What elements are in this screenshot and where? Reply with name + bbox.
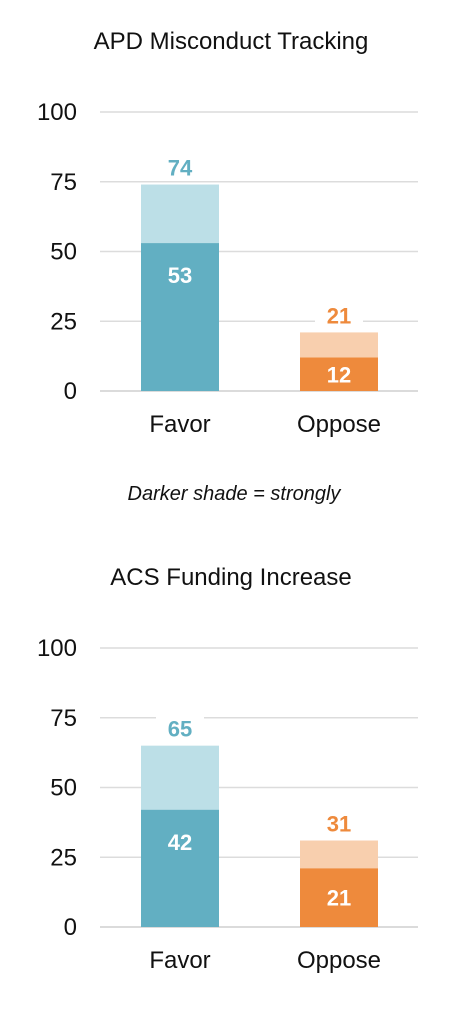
y-tick-label-100: 100 <box>37 635 77 662</box>
data-label-bg-favor <box>156 715 204 742</box>
chart-1-apd-misconduct-tracking: 0 25 50 75 100 74 53 Favor 21 12 Oppose <box>37 99 418 438</box>
bar-strong-favor <box>141 809 219 927</box>
y-tick-label-75: 75 <box>50 169 77 196</box>
data-label-bg-favor <box>156 154 204 181</box>
y-tick-label-25: 25 <box>50 308 77 335</box>
y-tick-label-25: 25 <box>50 844 77 871</box>
category-label-oppose: Oppose <box>297 411 381 438</box>
bar-strong-oppose <box>300 868 378 927</box>
y-tick-label-50: 50 <box>50 775 77 802</box>
y-tick-label-50: 50 <box>50 239 77 266</box>
data-label-strong-oppose: 21 <box>327 886 351 911</box>
data-label-total-favor: 65 <box>168 717 192 742</box>
data-label-strong-favor: 42 <box>168 830 192 855</box>
data-label-total-favor: 74 <box>168 156 193 181</box>
y-tick-label-75: 75 <box>50 705 77 732</box>
y-tick-label-0: 0 <box>64 914 77 941</box>
chart-2-title: ACS Funding Increase <box>110 564 352 591</box>
legend-note: Darker shade = strongly <box>127 483 341 505</box>
bar-strong-oppose <box>300 357 378 391</box>
data-label-strong-oppose: 12 <box>327 362 351 387</box>
data-label-total-oppose: 31 <box>327 812 351 837</box>
data-label-strong-favor: 53 <box>168 263 192 288</box>
category-label-favor: Favor <box>149 947 210 974</box>
y-tick-label-100: 100 <box>37 99 77 126</box>
category-label-oppose: Oppose <box>297 947 381 974</box>
chart-1-title: APD Misconduct Tracking <box>93 28 369 55</box>
chart-2-acs-funding-increase: 0 25 50 75 100 65 42 Favor 31 21 Oppose <box>37 635 418 974</box>
category-label-favor: Favor <box>149 411 210 438</box>
data-label-bg-oppose <box>315 810 363 837</box>
data-label-bg-oppose <box>315 302 363 329</box>
bar-strong-favor <box>141 243 219 391</box>
y-tick-label-0: 0 <box>64 378 77 405</box>
data-label-total-oppose: 21 <box>327 303 351 328</box>
